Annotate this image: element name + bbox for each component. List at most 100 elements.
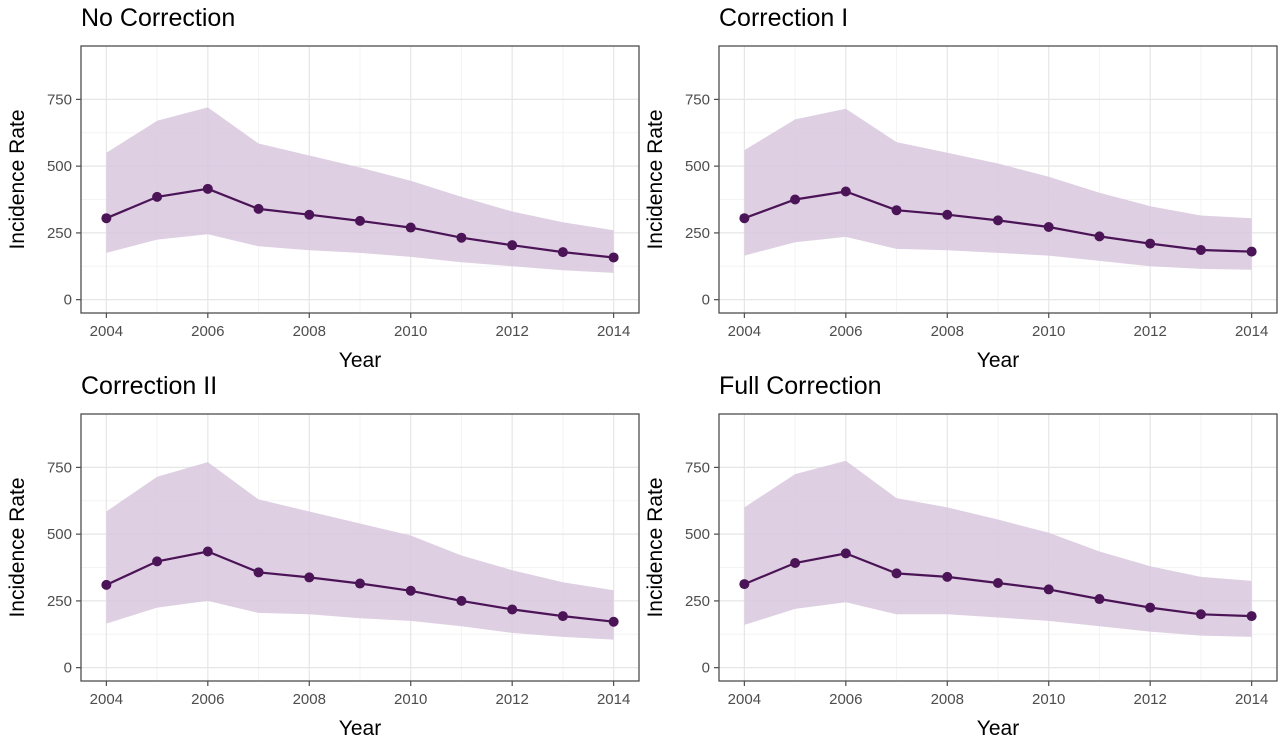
- x-tick-label: 2010: [1032, 323, 1065, 340]
- y-tick-label: 0: [702, 660, 710, 677]
- x-axis-title: Year: [977, 349, 1019, 372]
- y-tick-label: 0: [64, 292, 72, 309]
- confidence-band: [744, 460, 1252, 637]
- x-tick-label: 2012: [495, 323, 528, 340]
- data-point: [1043, 584, 1054, 595]
- y-tick-label: 750: [685, 459, 710, 476]
- data-point: [355, 215, 365, 226]
- data-point: [840, 548, 851, 559]
- data-point: [1043, 222, 1054, 233]
- panel-border: [80, 45, 640, 314]
- panel-title: No Correction: [81, 4, 235, 32]
- y-tick-label: 500: [47, 158, 72, 175]
- panel-border: [80, 413, 640, 682]
- data-point: [101, 579, 112, 590]
- x-tick-label: 2014: [1235, 691, 1268, 708]
- x-tick-label: 2012: [495, 691, 528, 708]
- x-tick-label: 2004: [90, 691, 123, 708]
- y-tick-label: 500: [47, 526, 72, 543]
- x-tick-label: 2006: [191, 691, 224, 708]
- x-axis-title: Year: [339, 349, 381, 372]
- data-point: [253, 567, 264, 578]
- panel-title: Correction I: [719, 4, 848, 32]
- chart-panel-4: 0 250 500 750 2004 2006 2008 2010 2012 2014 Full C…: [644, 372, 1278, 739]
- y-tick-label: 750: [47, 91, 72, 108]
- data-point: [304, 572, 315, 583]
- data-point: [1195, 244, 1206, 255]
- data-point: [1246, 246, 1257, 257]
- data-point: [557, 611, 568, 622]
- chart-panel-1: 0 250 500 750 2004 2006 2008 2010 2012 2014 No Cor…: [6, 4, 640, 372]
- y-tick-label: 250: [47, 593, 72, 610]
- confidence-band: [106, 107, 614, 273]
- y-tick-label: 0: [702, 292, 710, 309]
- confidence-band: [744, 108, 1252, 270]
- x-tick-label: 2006: [191, 323, 224, 340]
- data-point: [202, 546, 213, 557]
- data-point: [253, 203, 264, 214]
- data-point: [152, 556, 163, 567]
- y-axis-title: Incidence Rate: [644, 477, 667, 617]
- confidence-band: [106, 462, 614, 640]
- x-tick-label: 2008: [293, 691, 326, 708]
- x-tick-label: 2014: [1235, 323, 1268, 340]
- data-point: [1246, 611, 1257, 622]
- chart-panel-3: 0 250 500 750 2004 2006 2008 2010 2012 2014 Correc…: [6, 372, 640, 739]
- data-point: [405, 222, 416, 233]
- y-tick-label: 500: [685, 158, 710, 175]
- data-point: [608, 252, 619, 263]
- y-axis-title: Incidence Rate: [6, 477, 29, 617]
- y-tick-label: 750: [47, 459, 72, 476]
- panel-title: Full Correction: [719, 372, 882, 400]
- data-point: [456, 232, 467, 243]
- y-tick-label: 250: [47, 225, 72, 242]
- data-point: [557, 247, 568, 258]
- y-tick-label: 250: [685, 225, 710, 242]
- data-point: [1094, 594, 1105, 605]
- data-point: [456, 595, 467, 606]
- panel-border: [718, 413, 1278, 682]
- data-point: [993, 578, 1003, 589]
- data-point: [507, 604, 518, 615]
- x-tick-label: 2006: [829, 691, 862, 708]
- data-point: [942, 209, 953, 220]
- data-point: [1094, 231, 1105, 242]
- x-tick-label: 2004: [90, 323, 123, 340]
- data-point: [790, 194, 801, 205]
- x-tick-label: 2008: [931, 323, 964, 340]
- data-point: [355, 578, 365, 589]
- data-point: [101, 213, 112, 224]
- x-tick-label: 2006: [829, 323, 862, 340]
- panel-title: Correction II: [81, 372, 217, 400]
- y-axis-title: Incidence Rate: [644, 109, 667, 249]
- x-tick-label: 2008: [293, 323, 326, 340]
- data-point: [1145, 238, 1156, 249]
- data-point: [840, 186, 851, 197]
- x-tick-label: 2010: [394, 691, 427, 708]
- chart-panel-2: 0 250 500 750 2004 2006 2008 2010 2012 2014 Correc…: [644, 4, 1278, 372]
- data-point: [739, 213, 750, 224]
- x-tick-label: 2004: [728, 691, 761, 708]
- x-axis-title: Year: [977, 717, 1019, 739]
- data-point: [790, 557, 801, 568]
- data-point: [304, 209, 315, 220]
- x-tick-label: 2004: [728, 323, 761, 340]
- data-point: [608, 616, 619, 627]
- x-tick-label: 2014: [597, 691, 630, 708]
- data-point: [891, 205, 902, 216]
- x-tick-label: 2010: [394, 323, 427, 340]
- x-tick-label: 2010: [1032, 691, 1065, 708]
- data-point: [1145, 602, 1156, 613]
- data-point: [202, 183, 213, 194]
- panel-border: [718, 45, 1278, 314]
- x-tick-label: 2008: [931, 691, 964, 708]
- x-tick-label: 2012: [1133, 691, 1166, 708]
- data-point: [942, 571, 953, 582]
- y-axis-title: Incidence Rate: [6, 109, 29, 249]
- y-tick-label: 750: [685, 91, 710, 108]
- data-point: [1195, 609, 1206, 620]
- data-point: [507, 240, 518, 251]
- data-point: [152, 191, 163, 202]
- data-point: [891, 568, 902, 579]
